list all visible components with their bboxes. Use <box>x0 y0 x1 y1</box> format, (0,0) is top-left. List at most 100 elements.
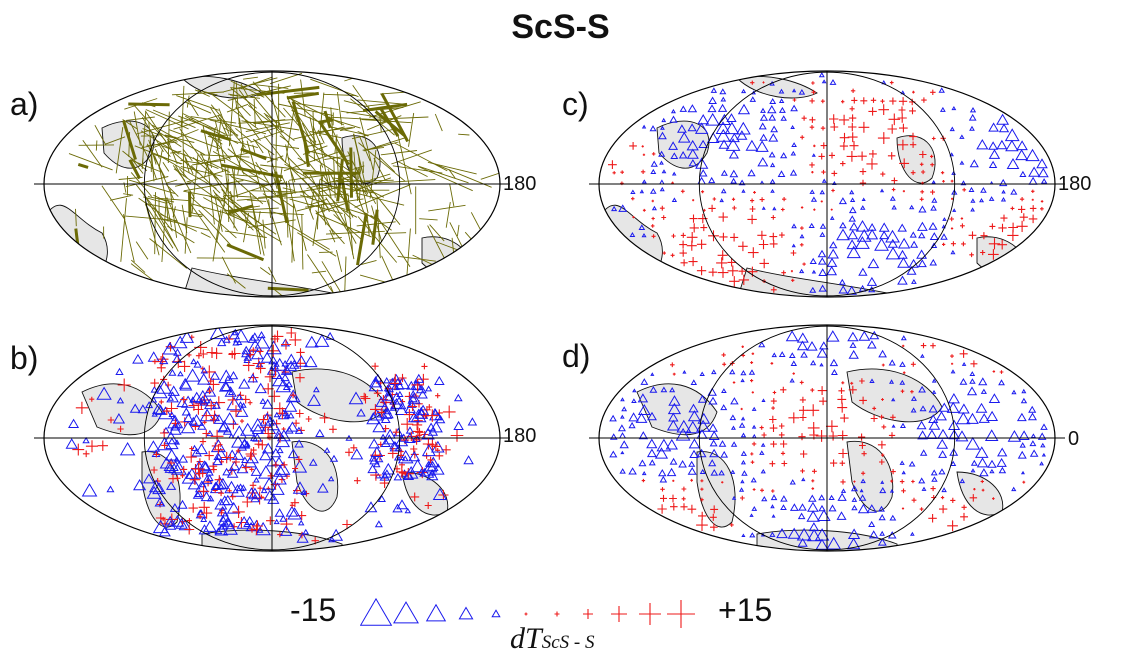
negative-residual-marker <box>648 459 656 466</box>
negative-residual-marker <box>970 468 976 473</box>
raypath-segment <box>317 129 325 144</box>
negative-residual-marker <box>760 468 766 474</box>
negative-residual-marker <box>179 330 195 343</box>
negative-residual-marker <box>151 411 158 417</box>
negative-residual-marker <box>275 378 291 393</box>
positive-residual-marker <box>221 451 233 464</box>
negative-residual-marker <box>931 476 938 482</box>
negative-residual-marker <box>1029 440 1037 447</box>
raypath-segment <box>166 201 169 222</box>
negative-residual-marker <box>224 375 232 381</box>
negative-residual-marker <box>389 441 402 452</box>
raypath-segment <box>317 184 352 220</box>
positive-residual-marker <box>354 477 361 484</box>
positive-residual-marker <box>818 153 825 160</box>
positive-residual-marker <box>878 104 889 115</box>
negative-residual-marker <box>901 470 906 475</box>
raypath-segment <box>464 231 496 267</box>
negative-residual-marker <box>708 423 718 432</box>
raypath-segment <box>161 197 167 263</box>
negative-residual-marker <box>940 233 948 240</box>
negative-residual-marker <box>978 377 988 386</box>
positive-residual-marker <box>909 107 916 115</box>
raypath-segment <box>358 142 406 182</box>
raypath-segment <box>341 172 362 175</box>
positive-residual-marker <box>980 250 986 256</box>
negative-residual-marker <box>152 482 167 495</box>
negative-residual-marker <box>768 113 777 121</box>
negative-residual-marker <box>658 469 667 477</box>
negative-residual-marker <box>778 106 786 113</box>
positive-residual-marker <box>249 527 255 533</box>
negative-residual-marker <box>961 362 967 366</box>
raypath-segment <box>318 184 375 194</box>
positive-residual-marker <box>398 373 407 383</box>
positive-residual-marker <box>810 388 815 393</box>
negative-residual-marker <box>231 435 246 448</box>
negative-residual-marker <box>778 88 785 94</box>
panel-a-longitude-label: 180 <box>503 173 537 195</box>
raypath-segment <box>214 120 226 164</box>
negative-residual-marker <box>855 236 870 249</box>
negative-residual-marker <box>899 361 906 367</box>
negative-residual-marker <box>379 433 387 440</box>
negative-residual-marker <box>757 157 769 167</box>
positive-residual-marker <box>891 187 896 192</box>
positive-residual-marker <box>969 252 974 258</box>
negative-residual-marker <box>366 412 381 425</box>
negative-residual-marker <box>281 360 289 367</box>
raypath-segment <box>480 165 500 180</box>
negative-residual-marker <box>867 258 880 269</box>
positive-residual-marker <box>401 418 414 431</box>
negative-residual-marker <box>740 378 745 383</box>
legend-triangle-symbol <box>458 606 474 620</box>
negative-residual-marker <box>921 486 927 491</box>
negative-residual-marker <box>916 420 927 430</box>
negative-residual-marker <box>730 425 736 430</box>
raypath-segment <box>135 184 173 232</box>
positive-residual-marker <box>350 444 358 452</box>
positive-residual-marker <box>1040 207 1044 211</box>
negative-residual-marker <box>273 518 280 525</box>
negative-residual-marker <box>283 400 298 412</box>
negative-residual-marker <box>826 257 838 267</box>
negative-residual-marker <box>969 159 979 168</box>
negative-residual-marker <box>720 188 727 194</box>
positive-residual-marker <box>817 386 827 395</box>
raypath-segment <box>310 78 359 98</box>
landmasses <box>636 368 1004 551</box>
negative-residual-marker <box>294 439 304 448</box>
raypath-segment <box>367 103 389 107</box>
negative-residual-marker <box>377 494 386 502</box>
negative-residual-marker <box>768 151 776 158</box>
negative-residual-marker <box>240 422 256 436</box>
negative-residual-marker <box>839 221 847 229</box>
positive-residual-marker <box>732 205 737 211</box>
negative-residual-marker <box>978 413 990 423</box>
positive-residual-marker <box>910 170 916 175</box>
positive-residual-marker <box>841 381 845 385</box>
positive-residual-marker <box>295 409 304 418</box>
negative-residual-marker <box>798 503 807 511</box>
positive-residual-marker <box>899 158 910 169</box>
negative-residual-marker <box>394 403 408 415</box>
negative-residual-marker <box>669 457 678 465</box>
negative-residual-marker <box>168 423 182 435</box>
raypath-segment <box>352 85 370 109</box>
negative-residual-marker <box>998 123 1010 133</box>
positive-residual-marker <box>910 361 916 367</box>
positive-residual-marker <box>940 171 945 175</box>
negative-residual-marker <box>869 378 875 383</box>
positive-residual-marker <box>209 462 218 471</box>
positive-residual-marker <box>257 485 263 491</box>
negative-residual-marker <box>976 139 989 150</box>
negative-residual-marker <box>410 458 426 473</box>
raypath-segment <box>306 153 356 186</box>
raypath-segment <box>336 91 343 126</box>
positive-residual-marker <box>747 247 759 258</box>
positive-residual-marker <box>188 503 198 513</box>
negative-residual-marker <box>284 426 294 434</box>
negative-residual-marker <box>866 504 877 513</box>
positive-residual-marker <box>988 249 999 260</box>
positive-residual-marker <box>910 390 914 394</box>
